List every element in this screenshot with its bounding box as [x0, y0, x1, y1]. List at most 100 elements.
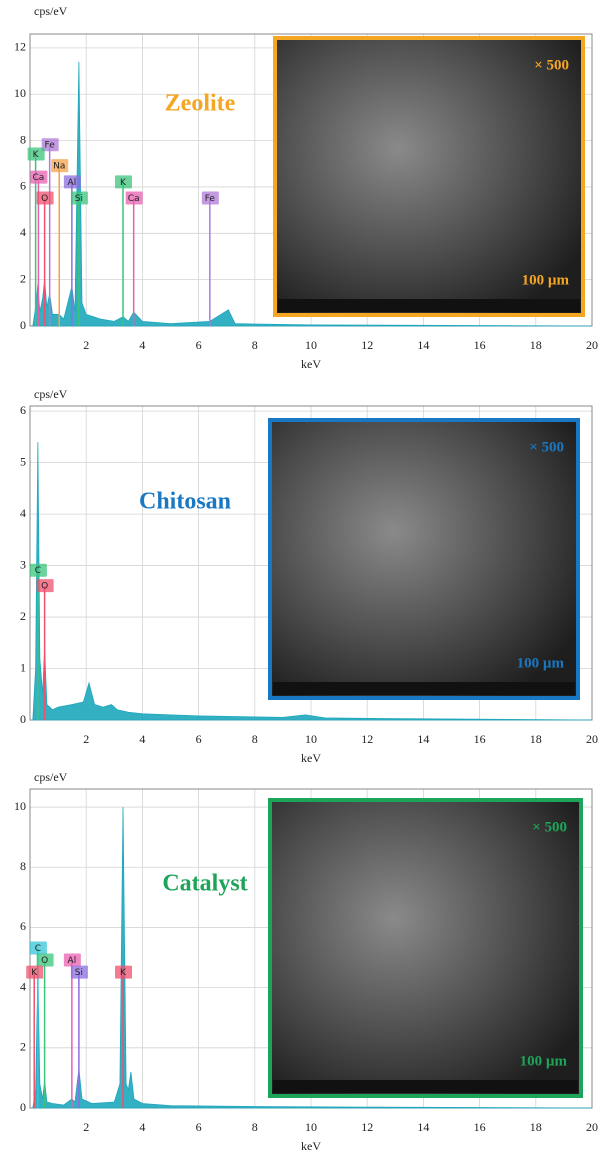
y-tick-label: 4	[20, 225, 26, 239]
sample-name: Chitosan	[139, 489, 231, 515]
element-label: Fe	[205, 194, 216, 204]
y-tick-label: 0	[20, 712, 26, 726]
element-tag	[125, 191, 143, 205]
element-tag	[30, 170, 48, 184]
x-tick-label: 14	[417, 1120, 429, 1134]
x-tick-label: 14	[417, 338, 429, 352]
sample-name: Zeolite	[165, 91, 236, 117]
x-tick-label: 6	[196, 732, 202, 746]
x-tick-label: 18	[530, 732, 542, 746]
y-tick-label: 2	[20, 271, 26, 285]
x-tick-label: 6	[196, 1120, 202, 1134]
element-tag	[51, 159, 69, 173]
y-tick-label: 1	[20, 660, 26, 674]
element-tag	[115, 175, 133, 189]
x-tick-label: 16	[474, 338, 486, 352]
y-tick-label: 6	[20, 179, 26, 193]
x-axis-label: keV	[301, 357, 321, 371]
element-tag	[63, 953, 81, 967]
x-tick-label: 4	[139, 338, 145, 352]
x-tick-label: 8	[252, 1120, 258, 1134]
x-tick-label: 6	[196, 338, 202, 352]
spectrum-area	[32, 442, 593, 721]
y-tick-label: 8	[20, 132, 26, 146]
y-tick-label: 6	[20, 403, 26, 417]
y-axis-label: cps/eV	[34, 387, 68, 401]
y-tick-label: 4	[20, 979, 26, 993]
y-tick-label: 0	[20, 1100, 26, 1114]
x-tick-label: 4	[139, 1120, 145, 1134]
x-tick-label: 10	[305, 338, 317, 352]
element-label: Fe	[45, 141, 56, 151]
scale-label: 100 µm	[520, 1053, 568, 1069]
x-tick-label: 8	[252, 338, 258, 352]
magnification: × 500	[534, 57, 569, 73]
element-tag	[70, 965, 88, 979]
y-axis-label: cps/eV	[34, 4, 68, 18]
element-label: Na	[53, 162, 65, 172]
element-tag	[41, 138, 59, 152]
x-tick-label: 20	[586, 732, 598, 746]
element-label: K	[120, 968, 127, 978]
x-tick-label: 10	[305, 732, 317, 746]
element-tag	[27, 147, 45, 161]
element-tag	[63, 175, 81, 189]
sem-image	[273, 36, 585, 317]
magnification: × 500	[529, 439, 564, 455]
element-label: O	[41, 194, 48, 204]
element-label: K	[31, 968, 38, 978]
element-label: Al	[68, 178, 77, 188]
x-tick-label: 18	[530, 338, 542, 352]
y-tick-label: 2	[20, 1040, 26, 1054]
element-label: C	[35, 566, 41, 576]
element-tag	[36, 191, 54, 205]
sem-image	[268, 418, 580, 700]
element-label: Si	[75, 968, 83, 978]
x-tick-label: 20	[586, 1120, 598, 1134]
x-tick-label: 18	[530, 1120, 542, 1134]
x-tick-label: 16	[474, 1120, 486, 1134]
spectrum-area	[32, 807, 593, 1109]
y-tick-label: 4	[20, 506, 26, 520]
element-label: K	[33, 150, 40, 160]
x-tick-label: 2	[83, 338, 89, 352]
x-tick-label: 8	[252, 732, 258, 746]
y-tick-label: 10	[14, 799, 26, 813]
y-tick-label: 6	[20, 919, 26, 933]
x-axis-label: keV	[301, 751, 321, 765]
y-tick-label: 8	[20, 859, 26, 873]
y-axis-label: cps/eV	[34, 770, 68, 784]
x-tick-label: 12	[361, 1120, 373, 1134]
scale-label: 100 µm	[517, 655, 565, 671]
element-label: Si	[75, 194, 83, 204]
x-tick-label: 20	[586, 338, 598, 352]
y-tick-label: 12	[14, 40, 26, 54]
element-tag	[26, 965, 44, 979]
element-tag	[201, 191, 219, 205]
y-tick-label: 5	[20, 454, 26, 468]
sem-image	[268, 798, 583, 1098]
y-tick-label: 2	[20, 609, 26, 623]
y-tick-label: 0	[20, 318, 26, 332]
magnification: × 500	[532, 819, 567, 835]
element-tag	[115, 965, 133, 979]
element-tag	[29, 941, 47, 955]
sem-footer	[278, 299, 580, 312]
element-label: Al	[68, 956, 77, 966]
sem-footer	[273, 682, 575, 695]
element-label: C	[35, 944, 41, 954]
x-tick-label: 12	[361, 338, 373, 352]
x-axis-label: keV	[301, 1139, 321, 1153]
x-tick-label: 2	[83, 732, 89, 746]
x-tick-label: 14	[417, 732, 429, 746]
element-tag	[29, 563, 47, 577]
element-label: Ca	[33, 173, 45, 183]
element-tag	[36, 953, 54, 967]
sample-name: Catalyst	[162, 871, 247, 897]
x-tick-label: 10	[305, 1120, 317, 1134]
y-tick-label: 3	[20, 557, 26, 571]
element-label: O	[41, 956, 48, 966]
sem-footer	[273, 1080, 578, 1093]
x-tick-label: 2	[83, 1120, 89, 1134]
